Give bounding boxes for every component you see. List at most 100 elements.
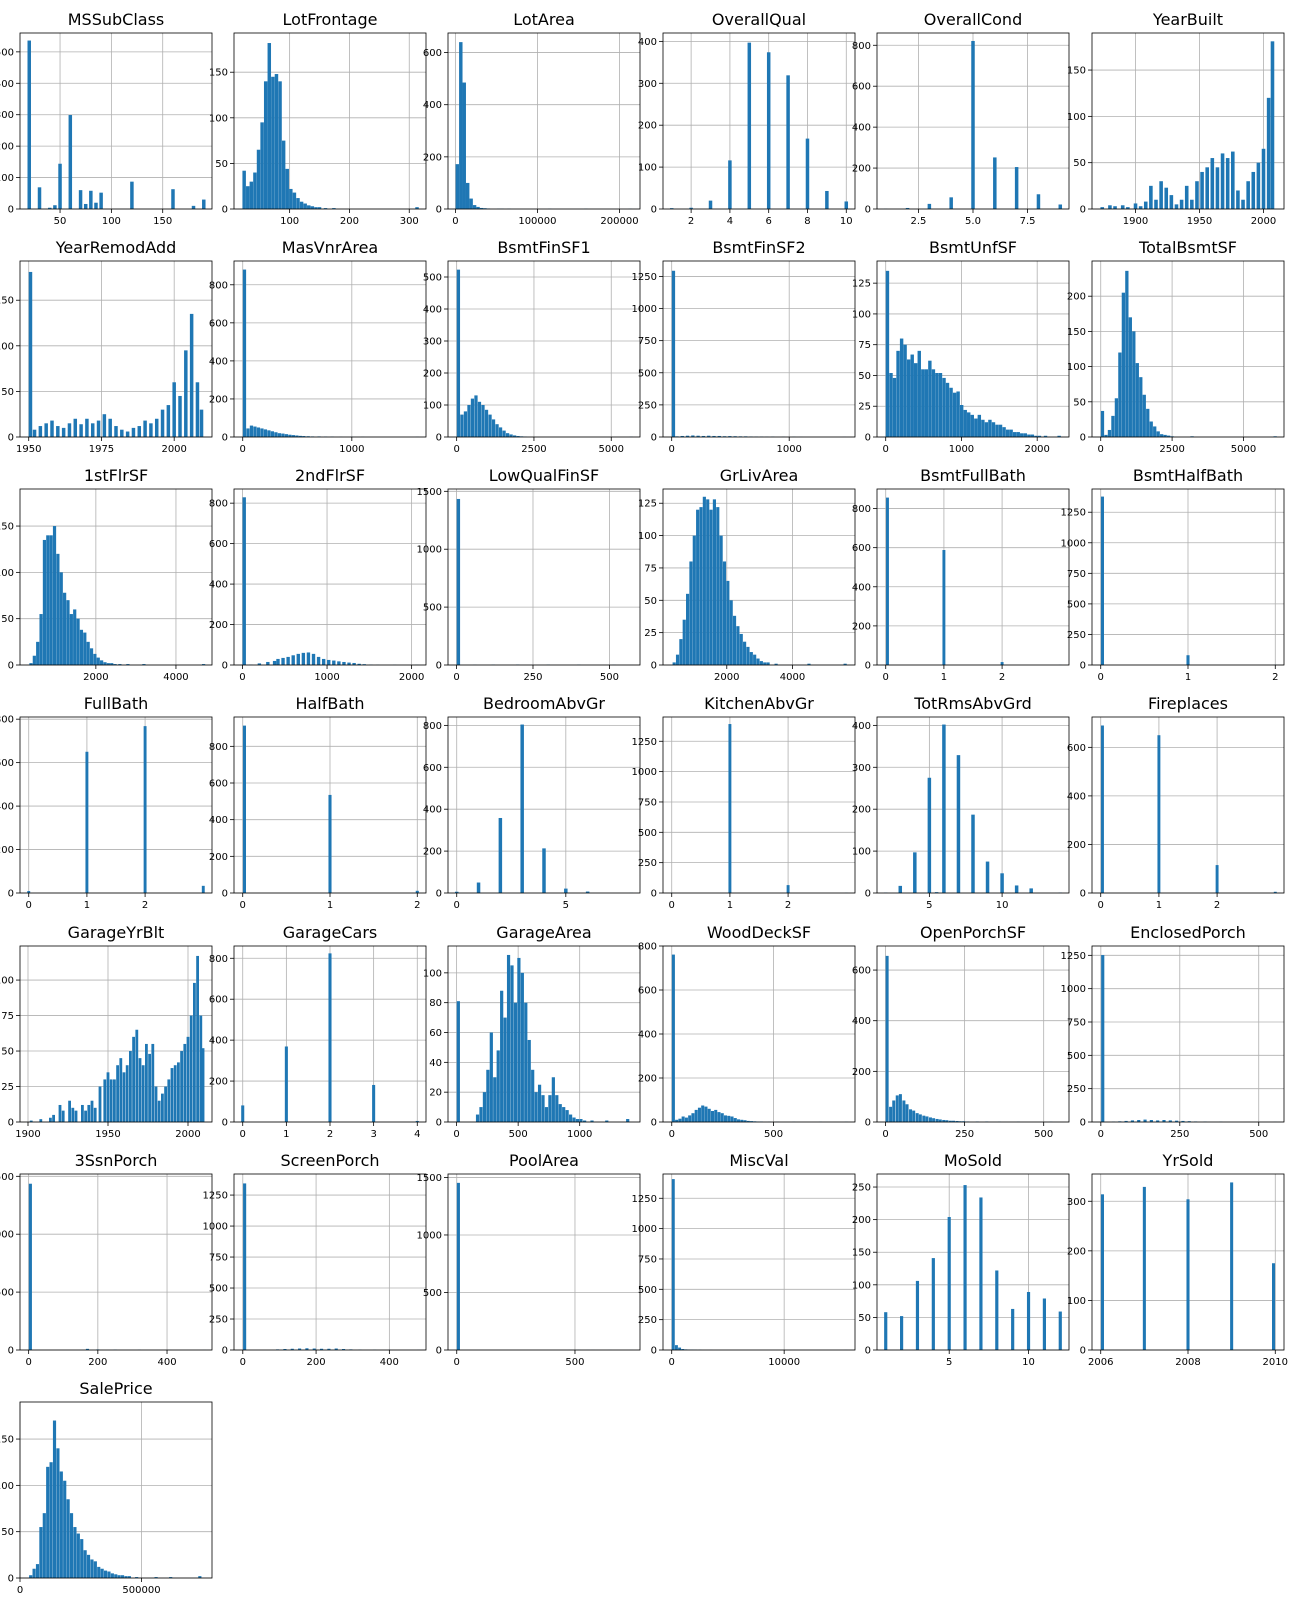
y-tick-label: 1250 [632,737,657,748]
x-tick-label: 2000 [83,672,108,683]
y-tick-label: 300 [0,110,14,121]
histogram-bar [750,1121,754,1122]
y-tick-label: 0 [865,433,871,444]
x-tick-label: 0 [669,1357,675,1368]
histogram-bar [58,163,62,209]
histogram-lotfrontage: 100 200 300 0 50 100 150 LotFrontage [209,10,427,227]
histogram-bar [96,657,100,665]
histogram-bar [84,1110,87,1122]
histogram-bar [86,641,90,665]
chart-title: OpenPorchSF [920,923,1026,942]
y-tick-label: 0 [865,1346,871,1357]
histogram-wooddecksf: 0 500 0 200 400 600 800 WoodDeckSF [638,923,856,1140]
axes-frame [19,945,213,1123]
histogram-bar [948,1120,952,1122]
chart-title: EnclosedPorch [1130,923,1246,942]
histogram-bar [913,852,917,893]
x-tick-label: 0 [240,1357,246,1368]
histogram-bar [73,418,78,437]
histogram-grlivarea: 2000 4000 0 25 50 75 100 125 GrLivArea [638,466,856,683]
histogram-bar [678,1118,682,1122]
x-tick-label: 2000 [175,1129,200,1140]
histogram-bar [1270,41,1275,210]
histogram-bar [472,205,477,209]
histogram-bar [925,1116,929,1122]
y-tick-label: 100 [852,309,871,320]
y-tick-label: 200 [1067,1246,1086,1257]
y-tick-label: 100 [0,341,14,352]
histogram-bar [93,1561,97,1578]
axes-frame [447,716,641,894]
histogram-bar [723,1115,728,1122]
histogram-bar [52,1420,57,1578]
histogram-bar [952,1120,956,1122]
histogram-bar [729,600,733,665]
histogram-bar [927,203,932,209]
histogram-bar [927,777,932,893]
histogram-bar [1042,1298,1046,1350]
histogram-bar [1101,955,1105,1122]
histogram-bar [263,81,268,209]
histogram-bar [1000,873,1004,893]
x-tick-label: 2 [414,900,420,911]
histogram-bar [37,187,42,209]
x-tick-label: 2 [785,900,791,911]
histogram-bar [298,1348,302,1350]
histogram-bar [727,1115,731,1122]
axes-frame [876,716,1070,894]
histogram-bar [1160,434,1164,437]
y-tick-label: 250 [638,400,657,411]
histogram-bar [1037,435,1042,437]
x-tick-label: 2 [999,672,1005,683]
x-tick-label: 1975 [89,444,114,455]
axes-frame [662,1173,856,1351]
y-tick-label: 100 [0,976,14,987]
y-tick-label: 200 [209,620,228,631]
histogram-bar [915,1280,920,1350]
histogram-yearremodadd: 1950 1975 2000 0 50 100 150 YearRemodAdd [0,238,213,455]
histogram-bar [1205,167,1209,209]
histogram-bar [52,1114,55,1122]
histogram-bar [135,1577,139,1578]
y-tick-label: 0 [651,889,657,900]
histogram-bar [113,664,117,665]
y-tick-label: 0 [222,1118,228,1129]
histogram-bar [498,817,503,893]
histogram-saleprice: 0 500000 0 50 100 150 SalePrice [0,1379,213,1596]
y-tick-label: 125 [852,279,871,290]
y-tick-label: 50 [1,387,14,398]
y-tick-label: 500 [638,368,657,379]
histogram-bar [1200,171,1204,209]
histogram-bar [786,75,790,209]
histogram-bar [807,663,811,665]
y-tick-label: 100 [638,531,657,542]
histogram-bar [183,1043,187,1122]
y-tick-label: 800 [638,942,657,953]
histogram-bar [456,1001,460,1122]
histogram-bar [909,1109,913,1122]
histogram-bar [1023,433,1028,437]
histogram-bar [1100,410,1105,437]
y-tick-label: 25 [858,402,871,413]
histogram-bar [32,655,36,665]
histogram-bar [27,891,31,893]
histogram-bar [692,535,696,665]
histogram-bar [79,424,83,437]
x-tick-label: 0 [883,444,889,455]
histogram-bar [456,269,461,437]
histogram-yrsold: 2006 2008 2010 0 100 200 300 YrSold [1067,1151,1288,1368]
x-tick-label: 10000 [768,1357,800,1368]
chart-title: BsmtFullBath [920,466,1026,485]
histogram-bar [1163,434,1167,437]
y-tick-label: 400 [638,37,657,48]
x-tick-label: 1000 [314,672,339,683]
histogram-bar [42,539,47,665]
histogram-bar [302,436,306,437]
histogram-bar [32,429,37,437]
axes-frame [233,260,427,438]
histogram-bar [1100,496,1104,665]
histogram-bar [918,1114,922,1122]
histogram-bsmtfinsf2: 0 1000 0 250 500 750 1000 1250 BsmtFinSF2 [632,238,856,455]
histogram-bar [509,434,513,437]
histogram-bar [246,428,250,437]
